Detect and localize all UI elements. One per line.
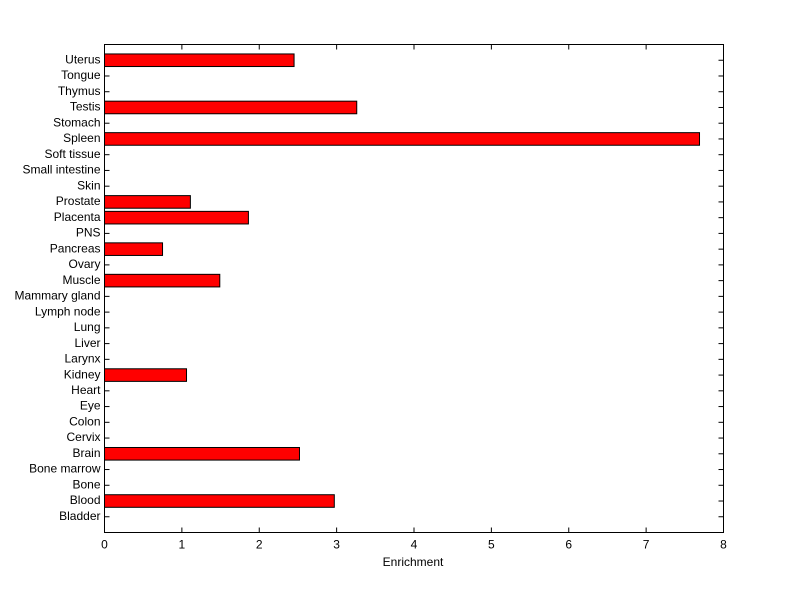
bar [104,210,249,225]
y-tick-label: Eye [80,399,101,413]
y-tick-label: Uterus [65,52,100,66]
y-tick-label: Bone [72,477,100,491]
bar [104,100,358,115]
y-tick-label: Blood [70,493,101,507]
x-tick-label: 1 [179,538,186,552]
y-tick-label: Tongue [61,68,101,82]
y-tick-label: Cervix [66,430,100,444]
x-tick-label: 5 [488,538,495,552]
y-tick-label: PNS [76,226,101,240]
bar [104,446,300,461]
y-tick-label: Brain [72,446,100,460]
bar [104,53,295,68]
x-tick-label: 8 [720,538,727,552]
y-tick-label: Soft tissue [44,147,100,161]
y-tick-label: Colon [69,414,100,428]
y-tick-label: Testis [70,100,101,114]
bar [104,494,335,508]
y-tick-label: Kidney [64,367,101,381]
bar [104,132,701,146]
y-tick-label: Mammary gland [14,289,100,303]
bar [104,368,188,382]
y-tick-label: Ovary [68,257,100,271]
y-tick-label: Small intestine [22,163,100,177]
y-tick-label: Stomach [53,115,100,129]
y-tick-label: Lymph node [35,304,101,318]
bar [104,195,191,209]
y-tick-label: Thymus [58,84,101,98]
x-tick-label: 7 [643,538,650,552]
y-tick-label: Larynx [64,352,100,366]
y-tick-label: Bone marrow [29,462,101,476]
y-tick-label: Lung [74,320,101,334]
x-axis-label: Enrichment [383,555,444,569]
y-tick-label: Heart [71,383,101,397]
y-tick-label: Spleen [63,131,100,145]
x-tick-label: 6 [565,538,572,552]
y-tick-label: Skin [77,178,100,192]
x-tick-label: 2 [256,538,263,552]
y-tick-label: Prostate [56,194,101,208]
y-tick-label: Muscle [62,273,100,287]
y-tick-label: Pancreas [50,241,101,255]
x-tick-label: 4 [411,538,418,552]
bar [104,242,164,256]
x-tick-label: 3 [333,538,340,552]
y-tick-label: Placenta [54,210,101,224]
y-tick-label: Bladder [59,509,100,523]
y-tick-label: Liver [74,336,100,350]
x-tick-label: 0 [101,538,108,552]
bar [104,273,221,288]
